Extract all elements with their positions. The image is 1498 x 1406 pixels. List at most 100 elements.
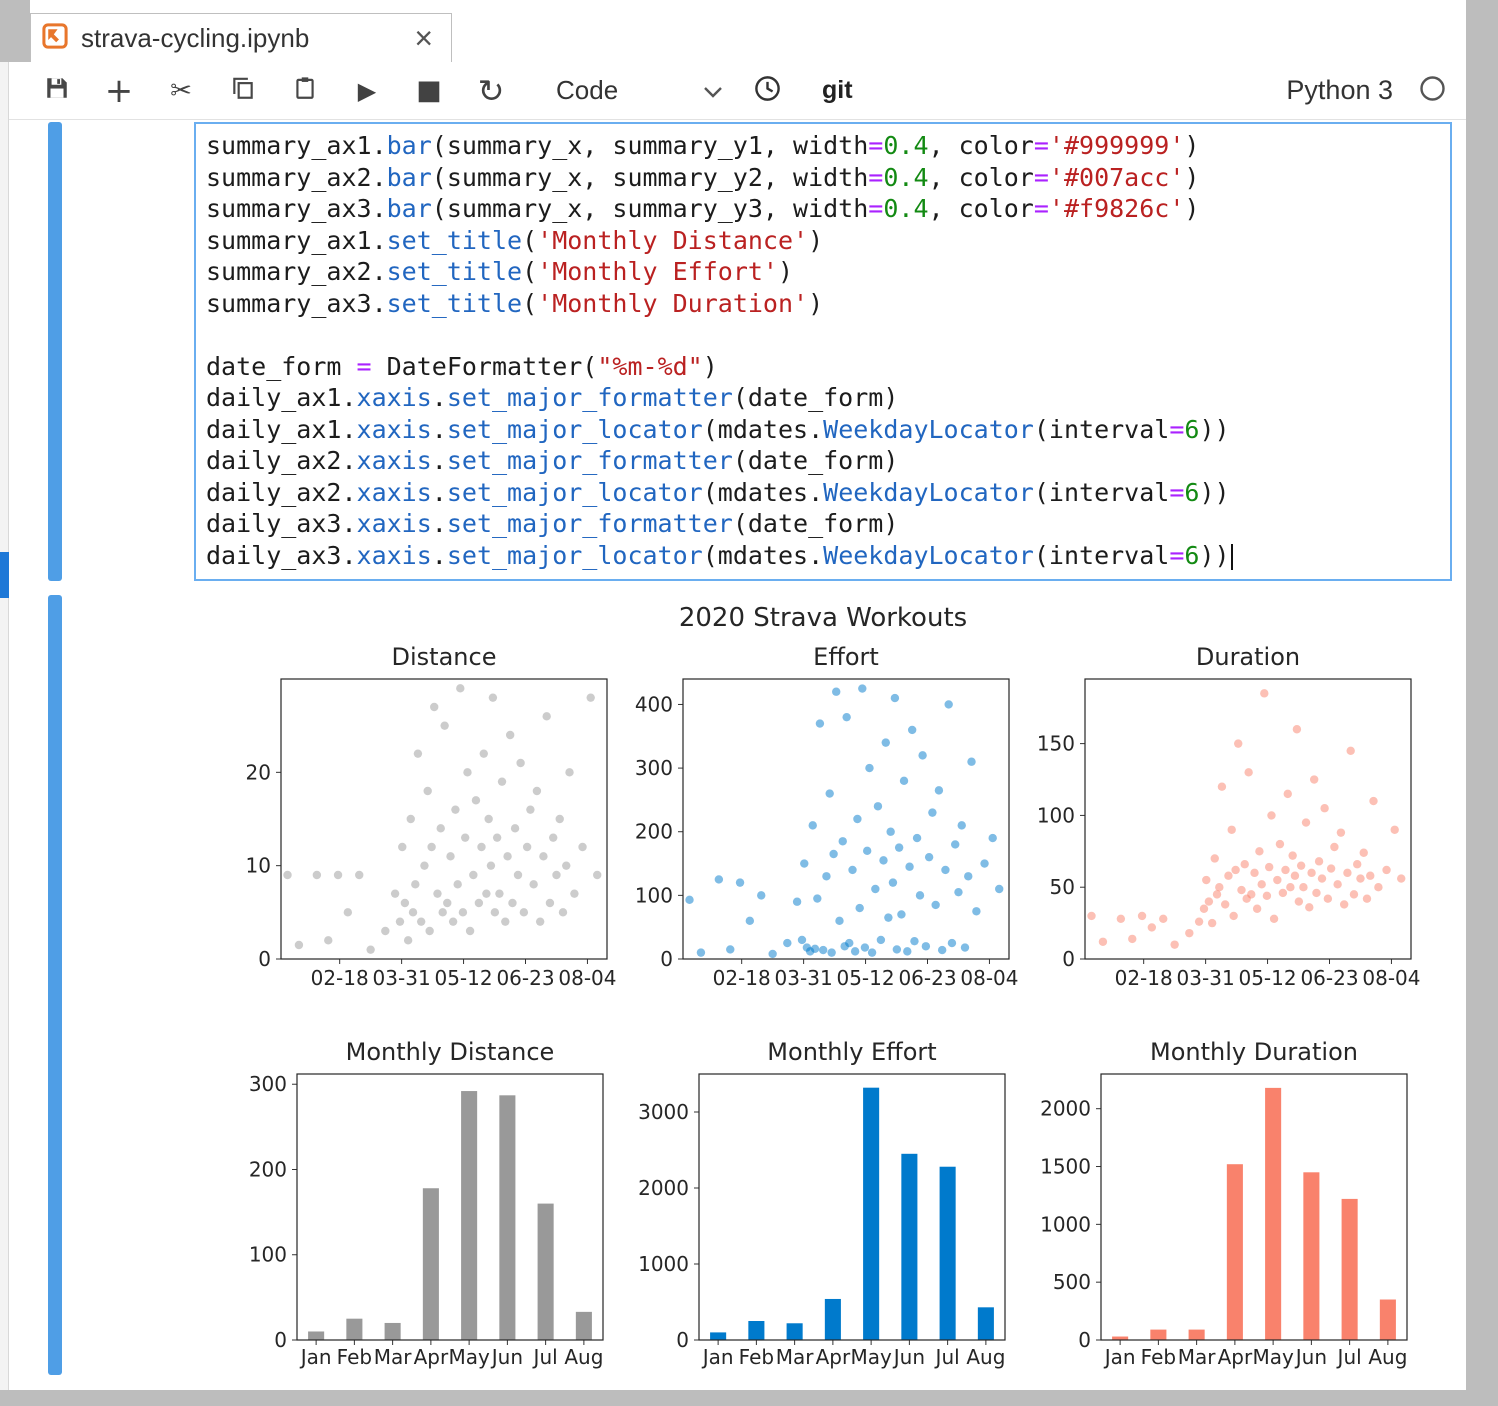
svg-text:1000: 1000: [1040, 1212, 1091, 1236]
save-button[interactable]: [40, 75, 74, 106]
chart-svg-distance: 02-18 03-31 05-12 06-23 08-04 0 10 20: [246, 678, 617, 990]
code-line: daily_ax2.xaxis.set_major_formatter(date…: [206, 446, 899, 475]
chevron-down-icon: [702, 75, 724, 106]
cell-type-value: Code: [556, 75, 619, 105]
chart-title-effort: Effort: [813, 643, 879, 671]
notebook-file-icon: [41, 22, 69, 55]
svg-text:20: 20: [246, 760, 271, 784]
svg-text:0: 0: [1062, 947, 1075, 971]
code-line: summary_ax2.bar(summary_x, summary_y2, w…: [206, 162, 1200, 192]
tab-title: strava-cycling.ipynb: [81, 22, 310, 53]
svg-text:May: May: [850, 1345, 892, 1369]
git-label[interactable]: git: [822, 76, 853, 104]
svg-text:3000: 3000: [638, 1100, 689, 1124]
copy-cell-button[interactable]: [226, 75, 260, 106]
svg-text:Aug: Aug: [1368, 1345, 1407, 1369]
svg-text:May: May: [1252, 1345, 1294, 1369]
svg-text:Jan: Jan: [299, 1345, 332, 1369]
paste-cell-button[interactable]: [288, 75, 322, 106]
chart-svg-monthly-effort: Jan Feb Mar Apr May Jun Jul Aug 0 1000 2000 3000: [638, 1073, 1006, 1369]
stop-icon: ■: [416, 75, 442, 106]
svg-text:10: 10: [246, 854, 271, 878]
svg-text:Jun: Jun: [892, 1345, 925, 1369]
cell-collapser-code[interactable]: [48, 122, 62, 581]
cell-type-dropdown[interactable]: Code: [556, 75, 724, 106]
text-cursor: [1230, 543, 1233, 570]
svg-text:200: 200: [635, 820, 673, 844]
add-cell-button[interactable]: +: [102, 74, 136, 108]
code-line: summary_ax1.set_title('Monthly Distance'…: [206, 225, 824, 255]
svg-text:Mar: Mar: [776, 1345, 815, 1369]
svg-text:02-18: 02-18: [713, 966, 771, 990]
chart-svg-effort: 02-18 03-31 05-12 06-23 08-04 0 100 200 300 400: [635, 678, 1019, 990]
svg-text:08-04: 08-04: [558, 966, 616, 990]
history-button[interactable]: [750, 74, 784, 108]
svg-text:Jul: Jul: [1336, 1345, 1362, 1369]
svg-text:100: 100: [249, 1243, 287, 1267]
left-sidebar-rail: [0, 62, 9, 1390]
figure-output: 2020 Strava Workouts Distance 02-18 03-31 0…: [194, 595, 1452, 1375]
svg-text:2000: 2000: [638, 1176, 689, 1200]
svg-text:150: 150: [1037, 732, 1075, 756]
code-line: daily_ax2.xaxis.set_major_locator(mdates…: [206, 477, 1230, 507]
svg-text:Mar: Mar: [1178, 1345, 1217, 1369]
code-editor[interactable]: summary_ax1.bar(summary_x, summary_y1, w…: [194, 122, 1452, 581]
prompt-area-output: [62, 595, 194, 1375]
chart-title-duration: Duration: [1195, 643, 1301, 671]
chart-monthly-duration: Monthly Duration Jan Feb Mar Apr May Jun Jul Aug…: [1029, 1032, 1421, 1375]
code-line: summary_ax3.bar(summary_x, summary_y3, w…: [206, 194, 1200, 223]
code-text[interactable]: summary_ax1.bar(summary_x, summary_y1, w…: [206, 131, 1440, 572]
svg-text:03-31: 03-31: [775, 966, 833, 990]
desktop-corner: [0, 0, 30, 62]
code-cell: summary_ax1.bar(summary_x, summary_y1, w…: [48, 122, 1452, 581]
svg-text:300: 300: [249, 1072, 287, 1096]
restart-kernel-button[interactable]: ↻: [474, 75, 508, 107]
svg-text:06-23: 06-23: [1300, 966, 1358, 990]
desktop-edge-right: [1466, 0, 1498, 1406]
chart-title-monthly-distance: Monthly Distance: [345, 1038, 555, 1066]
svg-text:100: 100: [1037, 803, 1075, 827]
svg-text:03-31: 03-31: [373, 966, 431, 990]
chart-svg-monthly-duration: Jan Feb Mar Apr May Jun Jul Aug 0 500 1000 1500 2000: [1040, 1073, 1408, 1369]
notebook-tab[interactable]: strava-cycling.ipynb ×: [30, 13, 452, 62]
svg-text:Aug: Aug: [966, 1345, 1005, 1369]
save-icon: [44, 75, 70, 106]
svg-text:Jun: Jun: [490, 1345, 523, 1369]
chart-svg-duration: 02-18 03-31 05-12 06-23 08-04 0 50 100 150: [1037, 678, 1421, 990]
svg-text:Apr: Apr: [1218, 1345, 1253, 1369]
code-line: daily_ax1.xaxis.set_major_formatter(date…: [206, 383, 899, 412]
figure-suptitle: 2020 Strava Workouts: [678, 603, 968, 633]
output-cell: 2020 Strava Workouts Distance 02-18 03-31 0…: [48, 595, 1452, 1375]
close-icon[interactable]: ×: [414, 20, 433, 56]
chart-title-distance: Distance: [391, 643, 497, 671]
chart-title-monthly-effort: Monthly Effort: [767, 1038, 937, 1066]
notebook-toolbar: + ✂ ▶ ■ ↻ Code: [0, 62, 1498, 120]
svg-text:300: 300: [635, 756, 673, 780]
svg-text:Mar: Mar: [374, 1345, 413, 1369]
svg-text:Apr: Apr: [816, 1345, 851, 1369]
svg-text:Jan: Jan: [701, 1345, 734, 1369]
cell-collapser-output[interactable]: [48, 595, 62, 1375]
code-line: daily_ax3.xaxis.set_major_locator(mdates…: [206, 541, 1440, 573]
run-cell-button[interactable]: ▶: [350, 79, 384, 103]
svg-text:50: 50: [1050, 875, 1075, 899]
prompt-area: [62, 122, 194, 581]
svg-text:05-12: 05-12: [836, 966, 894, 990]
svg-text:03-31: 03-31: [1177, 966, 1235, 990]
kernel-name[interactable]: Python 3: [1286, 75, 1393, 105]
code-line: date_form = DateFormatter("%m-%d"): [206, 351, 718, 381]
svg-text:1000: 1000: [638, 1252, 689, 1276]
tab-bar: strava-cycling.ipynb ×: [0, 0, 1498, 62]
code-line: summary_ax1.bar(summary_x, summary_y1, w…: [206, 131, 1200, 160]
desktop-edge-bottom: [0, 1390, 1498, 1406]
svg-text:Feb: Feb: [739, 1345, 774, 1369]
svg-text:0: 0: [274, 1328, 287, 1352]
svg-text:02-18: 02-18: [1115, 966, 1173, 990]
kernel-status-icon[interactable]: [1419, 75, 1446, 107]
chart-monthly-effort: Monthly Effort Jan Feb Mar Apr May Jun Jul Aug 0 1…: [627, 1032, 1019, 1375]
stop-kernel-button[interactable]: ■: [412, 77, 446, 104]
svg-text:05-12: 05-12: [1238, 966, 1296, 990]
chart-svg-monthly-distance: Jan Feb Mar Apr May Jun Jul Aug 0 100 200 300: [249, 1072, 604, 1369]
cut-cell-button[interactable]: ✂: [164, 78, 198, 104]
